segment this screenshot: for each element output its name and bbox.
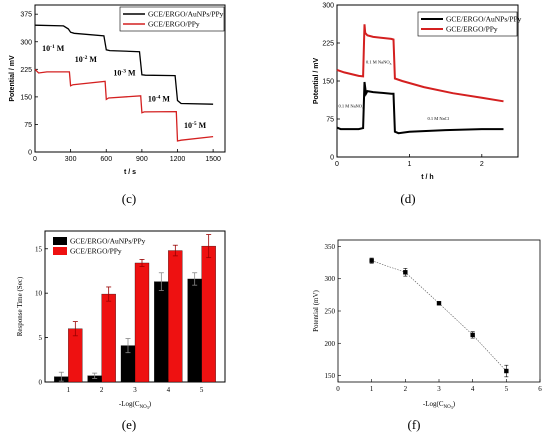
x-tick-label: 0: [33, 156, 37, 163]
panel-label-d: (d): [400, 191, 415, 206]
y-tick-label: 300: [322, 3, 334, 10]
concentration-annotation-5: 10-5 M: [184, 121, 207, 130]
y-tick-label: 250: [325, 308, 336, 316]
data-point-3: [436, 301, 442, 306]
x-tick-label: 1200: [170, 156, 186, 163]
bar-2-1: [68, 328, 83, 383]
panel-label-f: (f): [408, 417, 421, 432]
legend-swatch-1: [53, 237, 67, 245]
x-axis-title: -Log(CNO3): [119, 400, 152, 410]
bar-2-5: [201, 245, 216, 383]
x-tick-label: 4: [167, 386, 171, 394]
legend-label-1: GCE/ERGO/AuNPs/PPy: [70, 237, 146, 246]
y-tick-label: 300: [325, 275, 336, 283]
x-tick-label: 2: [404, 385, 408, 393]
y-axis-title: Potential (mV): [312, 289, 320, 331]
bar-2-2: [101, 293, 116, 383]
bar-1-4: [154, 281, 169, 383]
x-axis-title: t / s: [124, 169, 136, 176]
bar-2-4: [168, 250, 183, 383]
data-point-1: [369, 258, 374, 263]
y-tick-label: 10: [35, 290, 43, 298]
y-axis-title: Response Time (Sec): [16, 276, 24, 336]
y-tick-label: 150: [325, 372, 336, 380]
y-tick-label: 75: [326, 117, 334, 124]
chart-panel-e: 0 5 10 15 1 2 3 4 5 -Log(CNO3) Response Time (Sec)…: [16, 230, 226, 410]
y-tick-label: 15: [35, 245, 43, 253]
legend-box: [119, 6, 225, 32]
x-tick-label: 3: [437, 385, 441, 393]
y-tick-label: 75: [24, 122, 32, 129]
solution-annotation-2: 0.1 M NaNO3: [338, 103, 364, 110]
y-tick-label: 225: [322, 41, 334, 48]
legend-label-2: GCE/ERGO/PPy: [148, 20, 200, 29]
legend-box: [417, 11, 518, 37]
x-tick-label: 3: [133, 386, 137, 394]
x-tick-label: 0: [335, 161, 339, 168]
y-tick-label: 150: [20, 94, 32, 101]
data-point-5: [504, 368, 509, 374]
x-axis-title: t / h: [421, 174, 433, 181]
data-point-4: [470, 332, 475, 338]
legend-label-2: GCE/ERGO/PPy: [446, 25, 498, 34]
bar-1-5: [187, 278, 202, 383]
x-tick-label: 4: [471, 385, 475, 393]
plot-frame: [34, 4, 226, 153]
x-tick-label: 5: [505, 385, 509, 393]
concentration-annotation-2: 10-2 M: [75, 55, 98, 64]
y-axis-title: Potential / mV: [9, 55, 16, 102]
y-tick-label: 375: [20, 12, 32, 19]
chart-panel-f: 0 1 2 3 4 5 6 150 200 250 300 350 -Log(CNO3) Potentia…: [312, 239, 542, 410]
concentration-annotation-1: 10-1 M: [42, 44, 65, 53]
legend-label-1: GCE/ERGO/AuNPs/PPy: [148, 10, 224, 19]
trend-line: [371, 260, 507, 372]
plot-frame: [337, 239, 541, 383]
x-tick-label: 900: [136, 156, 148, 163]
x-tick-label: 0: [336, 385, 340, 393]
legend-swatch-2: [53, 247, 67, 255]
solution-annotation-3: 0.1 M NaCl: [428, 116, 450, 121]
chart-panel-d: 0 1 2 0 75 150 225 300 t / h Potential / mV GCE/ER…: [313, 3, 522, 182]
data-point-2: [403, 270, 408, 275]
x-tick-label: 1500: [205, 156, 221, 163]
y-tick-label: 0: [39, 379, 43, 387]
y-tick-label: 225: [20, 67, 32, 74]
concentration-annotation-3: 10-3 M: [113, 69, 136, 78]
x-tick-label: 2: [100, 386, 104, 394]
bar-2-3: [134, 262, 150, 383]
panel-label-e: (e): [122, 417, 136, 432]
concentration-annotation-4: 10-4 M: [148, 94, 171, 103]
x-tick-label: 600: [100, 156, 112, 163]
y-tick-label: 300: [20, 39, 32, 46]
y-tick-label: 200: [325, 340, 336, 348]
panel-label-c: (c): [122, 191, 136, 206]
series-line-2: [34, 68, 214, 142]
series-line-1: [336, 81, 504, 135]
y-tick-label: 5: [39, 334, 43, 342]
y-axis-title: Potential / mV: [313, 58, 320, 105]
x-tick-label: 1: [407, 161, 411, 168]
x-tick-label: 6: [538, 385, 542, 393]
series-line-2: [336, 24, 504, 103]
x-tick-label: 1: [67, 386, 71, 394]
legend-label-2: GCE/ERGO/PPy: [70, 247, 122, 256]
x-tick-label: 300: [65, 156, 77, 163]
x-tick-label: 2: [480, 161, 484, 168]
y-tick-label: 0: [28, 150, 32, 157]
y-tick-label: 0: [330, 155, 334, 162]
y-tick-label: 350: [325, 243, 336, 251]
chart-panel-c: 0 300 600 900 1200 1500 0 75 150 225 300 375 t / s Po…: [9, 4, 226, 176]
x-tick-label: 1: [370, 385, 374, 393]
legend-label-1: GCE/ERGO/AuNPs/PPy: [446, 15, 522, 24]
solution-annotation-1: 0.1 M NaNO3: [366, 59, 392, 65]
series-line-1: [34, 24, 214, 105]
x-axis-title: -Log(CNO3): [423, 400, 456, 410]
y-tick-label: 150: [322, 79, 334, 86]
x-tick-label: 5: [200, 386, 204, 394]
